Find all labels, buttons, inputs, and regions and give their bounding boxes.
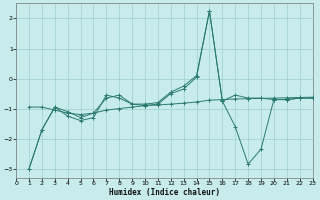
X-axis label: Humidex (Indice chaleur): Humidex (Indice chaleur) [109,188,220,197]
